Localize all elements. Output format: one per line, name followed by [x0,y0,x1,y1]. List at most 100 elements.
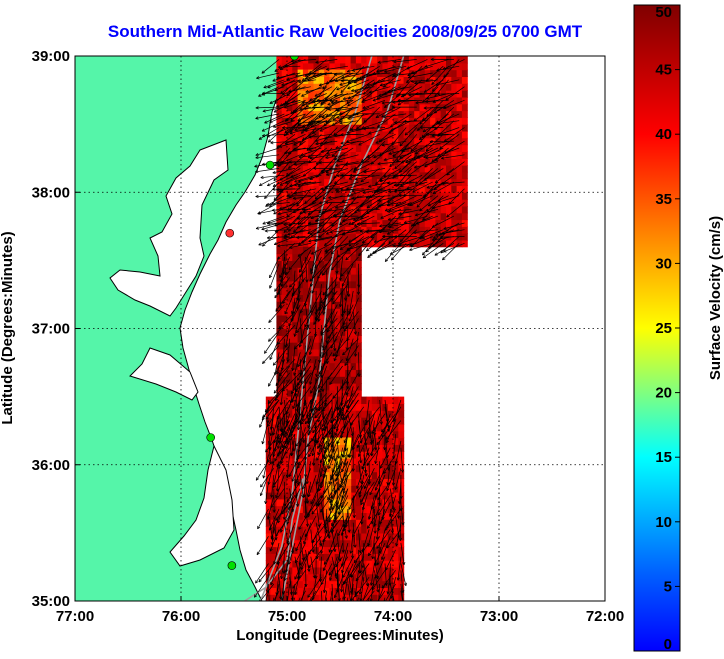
velocity-vector-head [308,241,312,243]
velocity-cell [276,410,283,418]
velocity-vector-head [340,134,344,137]
velocity-vector-head [344,163,348,166]
velocity-cell [334,546,341,554]
velocity-vector-head [297,253,300,257]
velocity-vector-head [368,194,372,198]
velocity-cell [435,144,442,152]
velocity-vector-head [297,449,301,453]
velocity-cell [308,171,315,180]
velocity-cell [313,383,320,391]
velocity-vector-head [326,360,329,364]
velocity-vector-head [339,82,343,86]
velocity-cell [440,192,447,200]
velocity-vector-head [278,189,282,192]
velocity-vector-head [278,325,281,329]
velocity-vector-head [310,271,314,275]
velocity-vector [411,65,433,74]
velocity-cell [324,110,330,118]
velocity-vector-head [408,93,412,96]
velocity-vector-head [353,169,356,173]
velocity-cell [366,69,373,77]
velocity-vector [372,72,396,85]
velocity-cell [334,239,341,248]
velocity-vector-head [322,196,325,200]
velocity-vector [354,79,375,93]
velocity-vector [395,195,417,207]
velocity-cell [308,110,315,118]
velocity-vector-head [281,428,284,432]
velocity-vector [274,270,290,292]
velocity-cell [297,90,304,98]
velocity-vector-head [325,113,329,117]
velocity-cell [350,342,357,350]
velocity-vector-head [262,609,263,612]
velocity-vector [293,147,317,150]
velocity-vector [293,215,312,233]
velocity-vector [417,113,433,131]
velocity-vector [339,236,359,250]
velocity-cell [355,505,362,513]
velocity-vector [359,65,380,80]
velocity-cell [377,566,383,575]
velocity-cell [393,539,399,548]
velocity-vector-head [359,204,362,208]
velocity-cell [371,144,378,152]
velocity-vector [262,133,285,137]
velocity-cell [456,144,463,152]
velocity-vector-head [384,69,387,73]
velocity-cell [393,560,399,568]
velocity-cell [355,498,362,507]
velocity-vector-head [347,381,350,385]
velocity-vector-head [335,107,338,111]
velocity-vector [263,79,285,89]
velocity-cell [456,76,463,84]
velocity-vector [426,65,444,82]
velocity-vector-head [337,254,340,258]
velocity-cell [345,444,352,452]
velocity-vector [308,433,322,457]
velocity-vector [392,242,417,247]
velocity-cell [345,76,352,84]
velocity-cell [334,451,341,459]
velocity-vector [277,208,301,215]
velocity-vector-head [387,91,391,93]
velocity-vector [386,195,407,207]
velocity-vector-head [295,75,299,78]
velocity-vector-head [377,163,381,166]
velocity-cell [281,110,288,118]
velocity-vector-head [356,126,358,130]
velocity-cell [366,199,373,207]
velocity-vector-head [314,138,318,142]
velocity-vector-head [331,223,333,227]
velocity-vector-head [440,251,444,254]
velocity-cell [340,383,346,391]
velocity-vector-head [312,105,316,108]
velocity-cell [393,83,399,91]
velocity-cell [424,178,431,186]
velocity-cell [451,171,458,180]
velocity-cell [371,103,378,112]
velocity-cell [276,553,283,561]
velocity-cell [281,178,288,186]
velocity-vector-head [384,106,388,109]
velocity-cell [340,239,346,248]
velocity-vector-head [333,157,337,161]
velocity-cell [340,287,346,295]
velocity-vector-head [403,220,407,224]
velocity-vector [414,79,439,84]
velocity-cell [387,417,394,425]
velocity-vector-head [262,111,266,113]
velocity-vector-head [365,248,369,252]
velocity-vector-head [340,435,344,439]
velocity-vector-head [307,324,310,328]
velocity-cell [350,178,357,186]
velocity-vector-head [296,235,300,238]
velocity-vector [360,202,380,219]
velocity-vector [332,338,349,357]
velocity-vector [315,59,338,63]
velocity-cell [287,76,293,84]
velocity-vector [321,154,338,174]
velocity-vector [293,195,317,199]
velocity-cell [329,205,336,214]
velocity-vector [354,331,359,357]
